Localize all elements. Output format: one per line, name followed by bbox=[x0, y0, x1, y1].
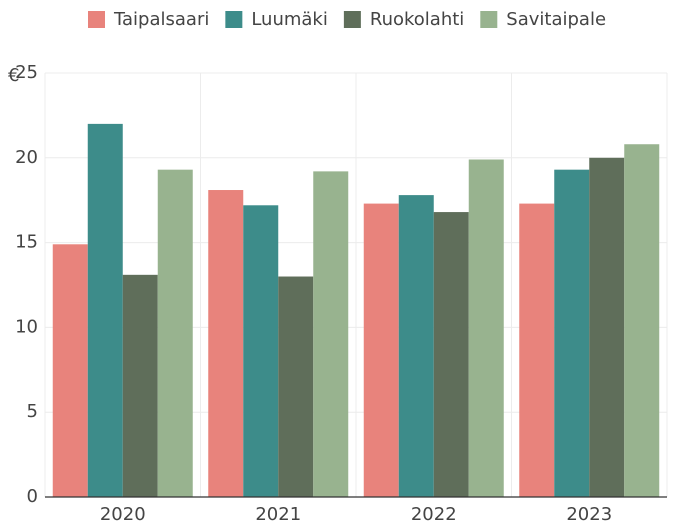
bar bbox=[589, 157, 625, 498]
y-tick-label: 10 bbox=[15, 316, 38, 337]
legend-swatch bbox=[480, 11, 498, 28]
x-tick-label: 2023 bbox=[566, 504, 612, 525]
y-tick-label: 0 bbox=[27, 486, 38, 507]
bar bbox=[363, 203, 399, 498]
legend-swatch bbox=[225, 11, 243, 28]
legend-label: Ruokolahti bbox=[370, 9, 464, 30]
bar bbox=[433, 212, 469, 497]
legend-swatch bbox=[343, 11, 361, 28]
legend-label: Savitaipale bbox=[506, 9, 606, 30]
bar bbox=[208, 190, 244, 498]
y-tick-label: 20 bbox=[15, 147, 38, 168]
y-tick-label: 25 bbox=[15, 62, 38, 83]
bar bbox=[52, 244, 88, 497]
x-tick-label: 2020 bbox=[100, 504, 146, 525]
bar bbox=[278, 276, 314, 497]
bar bbox=[157, 169, 193, 497]
legend-label: Taipalsaari bbox=[113, 9, 209, 30]
bar bbox=[468, 159, 504, 497]
legend-label: Luumäki bbox=[251, 9, 328, 30]
legend-swatch bbox=[88, 11, 105, 28]
x-tick-label: 2022 bbox=[411, 504, 457, 525]
y-axis-label: € bbox=[8, 65, 19, 86]
x-tick-label: 2021 bbox=[255, 504, 301, 525]
bar bbox=[624, 144, 660, 497]
bar bbox=[554, 169, 590, 497]
bar bbox=[398, 195, 434, 497]
y-tick-label: 15 bbox=[15, 232, 38, 253]
bar bbox=[122, 274, 158, 497]
bar bbox=[519, 203, 555, 498]
bar bbox=[243, 205, 279, 497]
bar bbox=[87, 123, 123, 497]
bar bbox=[313, 171, 349, 498]
y-tick-label: 5 bbox=[27, 401, 38, 422]
